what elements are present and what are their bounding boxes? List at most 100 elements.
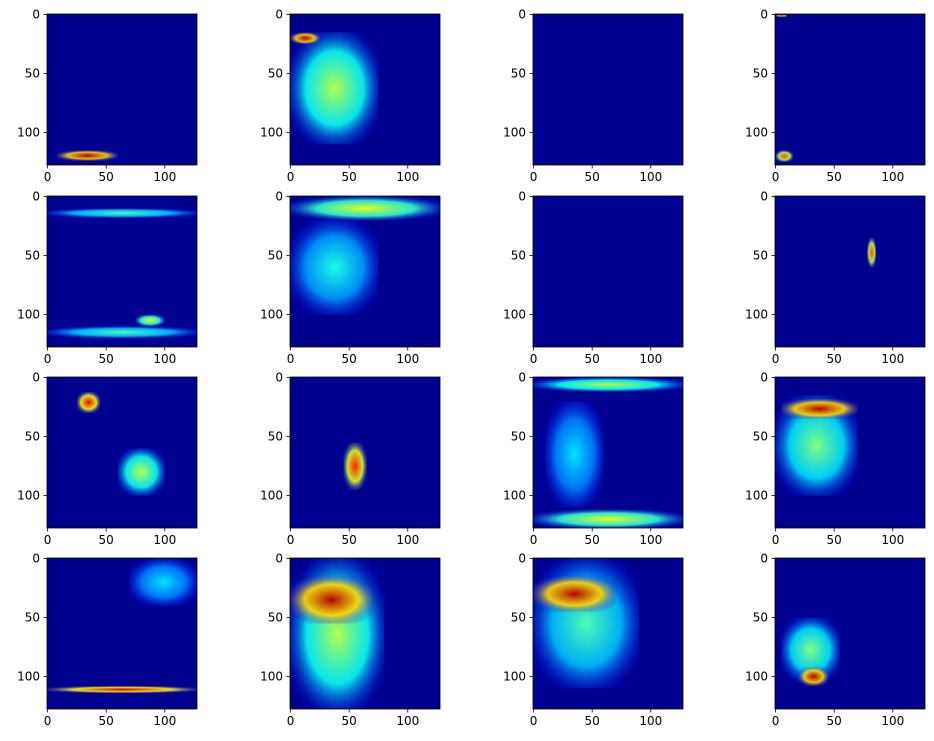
y-tick-label: 100 — [17, 126, 40, 140]
y-tick-label: 100 — [745, 126, 768, 140]
y-tick-label: 0 — [760, 190, 768, 204]
x-tick-label: 50 — [585, 170, 600, 184]
x-tick-label: 50 — [827, 533, 842, 547]
heatmap-background — [775, 14, 925, 165]
heatmap-panel-15: 0 50 100 0 50 100 — [503, 552, 684, 728]
axes-frame — [532, 376, 684, 529]
x-tick-label: 100 — [396, 533, 419, 547]
axes-frame — [532, 13, 684, 166]
heatmap-panel-16: 0 50 100 0 50 100 — [745, 552, 926, 728]
y-tick-label: 50 — [753, 249, 768, 263]
y-tick-label: 100 — [503, 126, 526, 140]
heatmap-hotspots — [290, 32, 379, 145]
y-tick-label: 50 — [268, 67, 283, 81]
heatmap-hotspot — [56, 150, 118, 161]
heatmap-panel-13: 0 50 100 0 50 100 — [17, 552, 198, 728]
y-tick-label: 0 — [275, 8, 283, 22]
x-tick-label: 0 — [44, 352, 52, 366]
y-tick-label: 50 — [25, 249, 40, 263]
heatmap-hotspots — [47, 558, 197, 694]
x-tick-label: 0 — [772, 533, 780, 547]
axes-frame — [289, 557, 441, 710]
x-tick-label: 0 — [772, 170, 780, 184]
axes-frame — [774, 13, 926, 166]
y-tick-label: 50 — [753, 430, 768, 444]
x-tick-label: 0 — [530, 533, 538, 547]
y-tick-label: 100 — [260, 308, 283, 322]
x-tick-label: 50 — [342, 714, 357, 728]
axes-frame — [289, 376, 441, 529]
x-tick-label: 50 — [585, 714, 600, 728]
y-tick-label: 0 — [275, 190, 283, 204]
y-tick-label: 100 — [503, 670, 526, 684]
axes-frame — [774, 376, 926, 529]
y-tick-label: 100 — [503, 489, 526, 503]
axes-frame — [774, 557, 926, 710]
y-tick-label: 0 — [32, 8, 40, 22]
y-tick-label: 0 — [760, 8, 768, 22]
x-tick-label: 50 — [585, 533, 600, 547]
panels-layer: 0 50 100 0 50 100 0 50 100 0 50 100 0 50 100 0 50 100 0 50 1… — [17, 8, 926, 728]
x-tick-label: 0 — [44, 170, 52, 184]
y-tick-label: 50 — [268, 611, 283, 625]
y-tick-label: 100 — [745, 308, 768, 322]
axes-frame — [774, 195, 926, 348]
axes-frame — [289, 13, 441, 166]
x-tick-label: 0 — [530, 714, 538, 728]
y-tick-label: 0 — [518, 190, 526, 204]
x-tick-label: 100 — [639, 352, 662, 366]
x-tick-label: 0 — [772, 714, 780, 728]
heatmap-hotspot — [533, 509, 683, 528]
heatmap-hotspots — [533, 558, 640, 689]
heatmap-panel-3: 0 50 100 0 50 100 — [503, 8, 684, 184]
heatmap-hotspot — [117, 448, 165, 496]
heatmap-hotspot — [290, 32, 379, 145]
x-tick-label: 0 — [287, 170, 295, 184]
axes-frame — [46, 13, 198, 166]
heatmap-background — [47, 14, 197, 165]
heatmap-hotspot — [76, 391, 101, 413]
heatmap-background — [775, 196, 925, 347]
heatmap-hotspots — [533, 377, 683, 528]
x-tick-label: 50 — [99, 170, 114, 184]
y-tick-label: 0 — [518, 552, 526, 566]
y-tick-label: 100 — [17, 670, 40, 684]
y-tick-label: 50 — [511, 249, 526, 263]
x-tick-label: 100 — [881, 170, 904, 184]
x-tick-label: 100 — [396, 170, 419, 184]
y-tick-label: 100 — [260, 670, 283, 684]
heatmap-background — [533, 196, 683, 347]
heatmap-panel-14: 0 50 100 0 50 100 — [260, 552, 441, 728]
x-tick-label: 100 — [881, 533, 904, 547]
heatmap-hotspots — [290, 196, 440, 315]
y-tick-label: 50 — [25, 611, 40, 625]
heatmap-hotspot — [47, 685, 197, 694]
heatmap-hotspot — [129, 558, 197, 606]
x-tick-label: 0 — [44, 533, 52, 547]
heatmap-hotspot — [290, 196, 440, 221]
x-tick-label: 100 — [153, 533, 176, 547]
heatmap-background — [47, 196, 197, 347]
heatmap-hotspots — [76, 391, 165, 496]
x-tick-label: 50 — [342, 352, 357, 366]
heatmap-hotspot — [781, 398, 858, 419]
heatmap-hotspot — [866, 237, 877, 268]
y-tick-label: 50 — [511, 67, 526, 81]
axes-frame — [532, 557, 684, 710]
y-tick-label: 50 — [753, 611, 768, 625]
x-tick-label: 0 — [530, 352, 538, 366]
y-tick-label: 0 — [518, 8, 526, 22]
heatmap-hotspots — [56, 150, 118, 161]
heatmap-panel-8: 0 50 100 0 50 100 — [745, 190, 926, 366]
x-tick-label: 100 — [881, 714, 904, 728]
axes-frame — [46, 557, 198, 710]
x-tick-label: 50 — [99, 533, 114, 547]
heatmap-hotspots — [290, 558, 385, 709]
heatmap-hotspots — [47, 208, 197, 339]
y-tick-label: 0 — [32, 190, 40, 204]
heatmap-panel-7: 0 50 100 0 50 100 — [503, 190, 684, 366]
y-tick-label: 50 — [511, 611, 526, 625]
heatmap-panel-5: 0 50 100 0 50 100 — [17, 190, 198, 366]
heatmap-panel-4: 0 50 100 0 50 100 — [745, 8, 926, 184]
